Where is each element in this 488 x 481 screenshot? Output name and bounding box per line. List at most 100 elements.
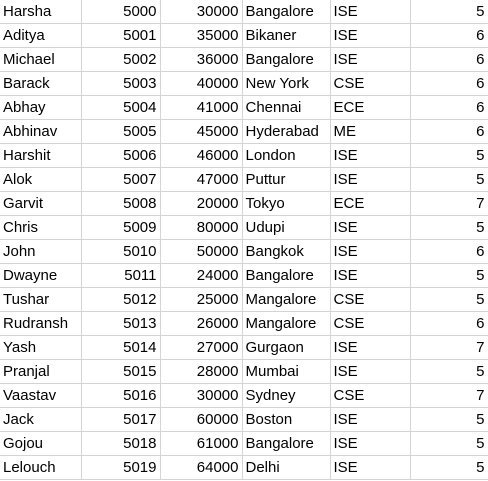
- score-cell[interactable]: 6: [410, 95, 488, 120]
- name-cell[interactable]: Garvit: [0, 191, 82, 216]
- score-cell[interactable]: 6: [410, 311, 488, 336]
- dept-cell[interactable]: ISE: [330, 215, 411, 240]
- salary-cell[interactable]: 80000: [160, 215, 243, 240]
- id-cell[interactable]: 5011: [81, 263, 161, 288]
- name-cell[interactable]: Aditya: [0, 23, 82, 48]
- city-cell[interactable]: Bangalore: [242, 263, 331, 288]
- score-cell[interactable]: 7: [410, 335, 488, 360]
- salary-cell[interactable]: 64000: [160, 455, 243, 480]
- id-cell[interactable]: 5008: [81, 191, 161, 216]
- city-cell[interactable]: Sydney: [242, 383, 331, 408]
- city-cell[interactable]: Bangkok: [242, 239, 331, 264]
- name-cell[interactable]: Jack: [0, 407, 82, 432]
- salary-cell[interactable]: 28000: [160, 359, 243, 384]
- salary-cell[interactable]: 41000: [160, 95, 243, 120]
- id-cell[interactable]: 5000: [81, 0, 161, 24]
- dept-cell[interactable]: CSE: [330, 287, 411, 312]
- score-cell[interactable]: 5: [410, 407, 488, 432]
- city-cell[interactable]: Gurgaon: [242, 335, 331, 360]
- score-cell[interactable]: 5: [410, 359, 488, 384]
- dept-cell[interactable]: ISE: [330, 143, 411, 168]
- score-cell[interactable]: 5: [410, 455, 488, 480]
- name-cell[interactable]: Harsha: [0, 0, 82, 24]
- salary-cell[interactable]: 61000: [160, 431, 243, 456]
- dept-cell[interactable]: ISE: [330, 167, 411, 192]
- score-cell[interactable]: 5: [410, 0, 488, 24]
- salary-cell[interactable]: 30000: [160, 383, 243, 408]
- city-cell[interactable]: Delhi: [242, 455, 331, 480]
- city-cell[interactable]: Hyderabad: [242, 119, 331, 144]
- id-cell[interactable]: 5006: [81, 143, 161, 168]
- salary-cell[interactable]: 40000: [160, 71, 243, 96]
- city-cell[interactable]: Tokyo: [242, 191, 331, 216]
- salary-cell[interactable]: 26000: [160, 311, 243, 336]
- city-cell[interactable]: Mumbai: [242, 359, 331, 384]
- id-cell[interactable]: 5019: [81, 455, 161, 480]
- salary-cell[interactable]: 46000: [160, 143, 243, 168]
- salary-cell[interactable]: 60000: [160, 407, 243, 432]
- city-cell[interactable]: Boston: [242, 407, 331, 432]
- dept-cell[interactable]: ISE: [330, 335, 411, 360]
- salary-cell[interactable]: 50000: [160, 239, 243, 264]
- dept-cell[interactable]: ISE: [330, 455, 411, 480]
- score-cell[interactable]: 7: [410, 191, 488, 216]
- city-cell[interactable]: Mangalore: [242, 311, 331, 336]
- city-cell[interactable]: Bikaner: [242, 23, 331, 48]
- name-cell[interactable]: Rudransh: [0, 311, 82, 336]
- dept-cell[interactable]: ISE: [330, 407, 411, 432]
- name-cell[interactable]: Dwayne: [0, 263, 82, 288]
- id-cell[interactable]: 5014: [81, 335, 161, 360]
- city-cell[interactable]: Chennai: [242, 95, 331, 120]
- salary-cell[interactable]: 47000: [160, 167, 243, 192]
- id-cell[interactable]: 5017: [81, 407, 161, 432]
- id-cell[interactable]: 5004: [81, 95, 161, 120]
- id-cell[interactable]: 5009: [81, 215, 161, 240]
- dept-cell[interactable]: ISE: [330, 431, 411, 456]
- id-cell[interactable]: 5013: [81, 311, 161, 336]
- id-cell[interactable]: 5015: [81, 359, 161, 384]
- salary-cell[interactable]: 45000: [160, 119, 243, 144]
- city-cell[interactable]: Bangalore: [242, 0, 331, 24]
- dept-cell[interactable]: ISE: [330, 0, 411, 24]
- name-cell[interactable]: Tushar: [0, 287, 82, 312]
- city-cell[interactable]: Udupi: [242, 215, 331, 240]
- name-cell[interactable]: Gojou: [0, 431, 82, 456]
- score-cell[interactable]: 6: [410, 239, 488, 264]
- salary-cell[interactable]: 24000: [160, 263, 243, 288]
- id-cell[interactable]: 5001: [81, 23, 161, 48]
- id-cell[interactable]: 5018: [81, 431, 161, 456]
- name-cell[interactable]: Abhay: [0, 95, 82, 120]
- name-cell[interactable]: Chris: [0, 215, 82, 240]
- dept-cell[interactable]: CSE: [330, 383, 411, 408]
- name-cell[interactable]: Yash: [0, 335, 82, 360]
- score-cell[interactable]: 5: [410, 215, 488, 240]
- name-cell[interactable]: John: [0, 239, 82, 264]
- score-cell[interactable]: 6: [410, 71, 488, 96]
- salary-cell[interactable]: 27000: [160, 335, 243, 360]
- name-cell[interactable]: Vaastav: [0, 383, 82, 408]
- name-cell[interactable]: Pranjal: [0, 359, 82, 384]
- score-cell[interactable]: 6: [410, 119, 488, 144]
- dept-cell[interactable]: ISE: [330, 23, 411, 48]
- name-cell[interactable]: Lelouch: [0, 455, 82, 480]
- dept-cell[interactable]: CSE: [330, 71, 411, 96]
- city-cell[interactable]: London: [242, 143, 331, 168]
- id-cell[interactable]: 5002: [81, 47, 161, 72]
- name-cell[interactable]: Harshit: [0, 143, 82, 168]
- score-cell[interactable]: 6: [410, 23, 488, 48]
- city-cell[interactable]: Bangalore: [242, 431, 331, 456]
- id-cell[interactable]: 5003: [81, 71, 161, 96]
- salary-cell[interactable]: 25000: [160, 287, 243, 312]
- dept-cell[interactable]: ME: [330, 119, 411, 144]
- dept-cell[interactable]: CSE: [330, 311, 411, 336]
- salary-cell[interactable]: 30000: [160, 0, 243, 24]
- score-cell[interactable]: 5: [410, 431, 488, 456]
- salary-cell[interactable]: 20000: [160, 191, 243, 216]
- dept-cell[interactable]: ISE: [330, 47, 411, 72]
- score-cell[interactable]: 5: [410, 287, 488, 312]
- dept-cell[interactable]: ECE: [330, 191, 411, 216]
- city-cell[interactable]: Bangalore: [242, 47, 331, 72]
- name-cell[interactable]: Barack: [0, 71, 82, 96]
- id-cell[interactable]: 5012: [81, 287, 161, 312]
- score-cell[interactable]: 5: [410, 263, 488, 288]
